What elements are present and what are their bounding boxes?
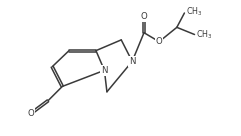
Text: CH$_3$: CH$_3$ [186, 6, 203, 18]
Text: N: N [101, 66, 108, 75]
Text: O: O [28, 109, 34, 118]
Text: N: N [129, 57, 135, 66]
Text: CH$_3$: CH$_3$ [196, 28, 213, 41]
Text: O: O [141, 12, 147, 21]
Text: O: O [156, 37, 162, 46]
